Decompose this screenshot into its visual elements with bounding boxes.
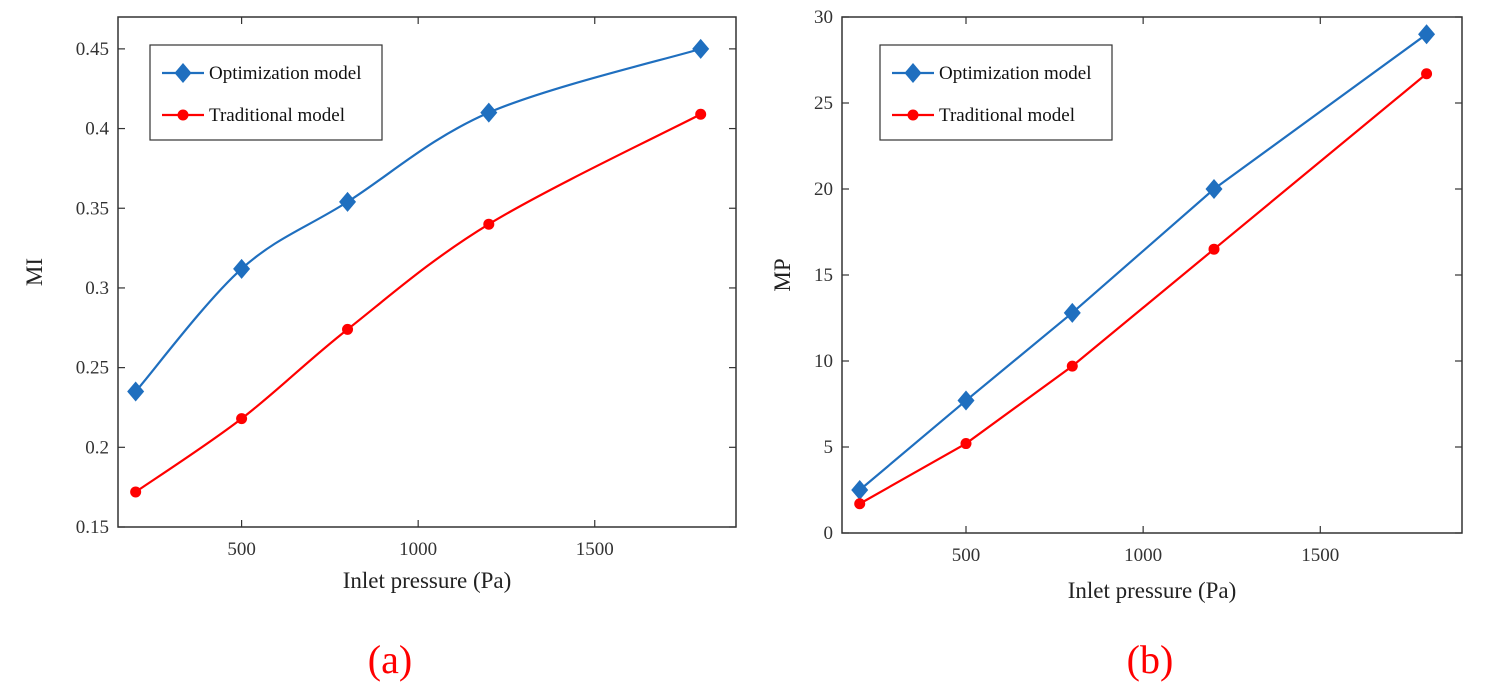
y-tick-label: 0.3 [85,278,109,299]
x-tick-label: 1500 [1301,545,1339,566]
y-tick-label: 25 [814,93,833,114]
legend-box [149,44,383,141]
legend-marker [907,109,919,121]
data-point-traditional [342,323,354,335]
data-point-optimization [127,381,145,402]
y-axis-title: MI [22,258,47,286]
data-point-traditional [1208,243,1220,255]
legend-box [879,44,1113,141]
data-point-optimization [957,390,975,411]
data-point-optimization [692,38,710,59]
chart-panel-b: 500 1000 1500 0 5 10 15 20 25 30 Inlet pressure (P… [770,7,1463,682]
data-point-traditional [1066,360,1078,372]
y-axis-title: MP [770,258,795,291]
x-axis-title: Inlet pressure (Pa) [1068,578,1237,603]
legend: Optimization model Traditional model [149,44,383,141]
data-point-optimization [1205,179,1223,199]
data-point-optimization [339,191,357,212]
legend-marker [177,109,189,121]
data-point-traditional [695,108,707,120]
legend: Optimization model Traditional model [879,44,1113,141]
x-axis-title: Inlet pressure (Pa) [343,568,512,593]
plot-frame [117,16,737,528]
y-tick-label: 20 [814,179,833,200]
data-point-optimization [1418,24,1436,45]
y-tick-label: 0.25 [76,358,109,379]
x-tick-label: 500 [227,539,256,560]
data-point-traditional [130,486,142,498]
y-tick-label: 10 [814,351,833,372]
legend-entry-traditional: Traditional model [939,105,1075,126]
y-tick-label: 0.2 [85,437,109,458]
data-point-optimization [1063,302,1081,323]
data-point-traditional [960,438,972,450]
chart-panel-a: 500 1000 1500 0.15 0.2 0.25 0.3 0.35 0.4 0.45 Inle… [22,16,737,682]
y-tick-label: 15 [814,265,833,286]
series-line-traditional [135,113,702,493]
y-tick-label: 0.15 [76,517,109,538]
y-tick-label: 0 [824,523,834,544]
x-tick-label: 500 [952,545,981,566]
panel-caption: (a) [368,637,412,682]
legend-entry-traditional: Traditional model [209,105,345,126]
data-point-traditional [1421,68,1433,80]
data-point-optimization [480,102,498,123]
data-point-optimization [233,258,251,279]
y-tick-label: 5 [824,437,834,458]
data-point-traditional [236,413,248,425]
data-point-optimization [851,480,869,500]
y-tick-label: 0.35 [76,198,109,219]
x-tick-label: 1000 [399,539,437,560]
panel-caption: (b) [1127,637,1174,682]
legend-entry-optimization: Optimization model [209,63,362,84]
x-tick-label: 1000 [1124,545,1162,566]
legend-entry-optimization: Optimization model [939,63,1092,84]
data-point-traditional [854,498,866,510]
y-tick-label: 30 [814,7,833,28]
data-point-traditional [483,218,495,230]
y-tick-label: 0.45 [76,39,109,60]
legend-marker [904,63,922,83]
y-tick-label: 0.4 [85,119,109,140]
legend-marker [174,63,192,83]
x-tick-label: 1500 [576,539,614,560]
